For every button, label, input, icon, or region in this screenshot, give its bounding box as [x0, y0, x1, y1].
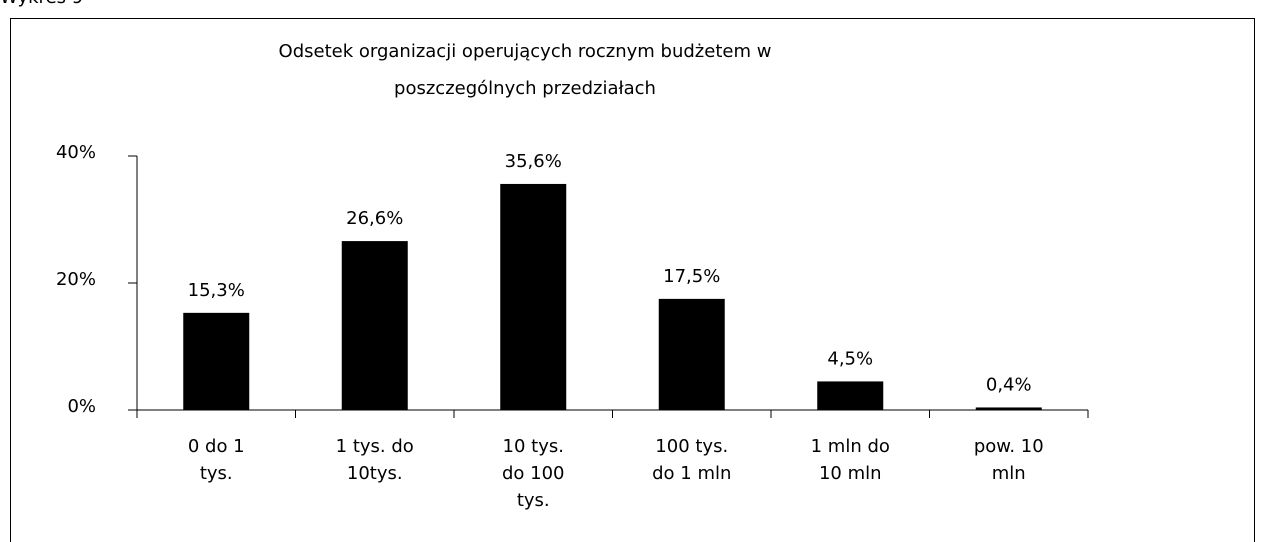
bar [975, 407, 1042, 410]
x-tick-label: pow. 10 mln [973, 436, 1044, 484]
bar [341, 241, 408, 410]
x-tick-label: 1 mln do 10 mln [810, 436, 890, 484]
y-tick-label: 40% [56, 142, 96, 163]
chart-frame [10, 18, 1255, 542]
bar [817, 381, 884, 410]
data-label: 17,5% [663, 266, 720, 287]
x-tick-label: 1 tys. do 10tys. [335, 436, 414, 484]
data-label: 4,5% [827, 348, 873, 369]
bar [500, 183, 567, 410]
caption: Wykres 9 [0, 0, 83, 11]
bar [658, 298, 725, 410]
chart-title: Odsetek organizacji operujących rocznym … [278, 41, 772, 99]
x-tick-label: 100 tys. do 1 mln [652, 436, 732, 484]
x-tick-label: 10 tys. do 100 tys. [501, 436, 565, 511]
data-label: 26,6% [346, 208, 403, 229]
data-label: 15,3% [188, 280, 245, 301]
bar [183, 312, 250, 410]
data-label: 0,4% [986, 374, 1032, 395]
x-tick-label: 0 do 1 tys. [187, 436, 245, 484]
data-label: 35,6% [505, 151, 562, 172]
y-tick-label: 20% [56, 269, 96, 290]
y-tick-label: 0% [67, 396, 96, 417]
